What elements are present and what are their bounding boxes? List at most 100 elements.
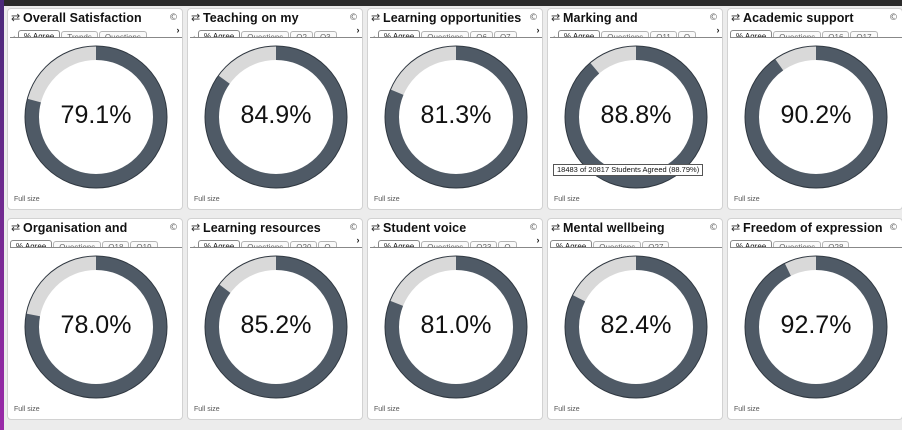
copyright-icon: ©: [529, 223, 538, 233]
tab-q18[interactable]: Q18: [102, 241, 130, 247]
tab-bar: ‹% Agree Questions Q23 Q ›: [370, 235, 542, 248]
card-title: Freedom of expression: [743, 221, 883, 235]
donut-chart[interactable]: [384, 45, 528, 189]
tab-q20[interactable]: Q20: [290, 241, 318, 247]
tab-q27[interactable]: Q27: [642, 241, 670, 247]
full-size-link[interactable]: Full size: [554, 196, 580, 203]
chevron-left-icon[interactable]: ‹: [192, 242, 196, 248]
tab-trends[interactable]: Trends: [61, 31, 98, 37]
donut-chart[interactable]: [384, 255, 528, 399]
card-title: Overall Satisfaction: [23, 11, 142, 25]
chevron-right-icon[interactable]: ›: [714, 25, 722, 36]
chevron-left-icon[interactable]: ‹: [12, 32, 16, 38]
chevron-left-icon[interactable]: ‹: [372, 242, 376, 248]
tab-questions[interactable]: Questions: [241, 31, 290, 37]
donut-chart[interactable]: [204, 45, 348, 189]
chevron-right-icon[interactable]: ›: [534, 235, 542, 246]
tab-agree[interactable]: % Agree: [198, 240, 241, 247]
refresh-icon[interactable]: ⇄: [551, 11, 561, 24]
card-header: ⇄ Learning opportunities ©: [368, 11, 542, 25]
donut-agree-segment[interactable]: [205, 46, 347, 188]
tab-q2[interactable]: Q2: [290, 31, 313, 37]
refresh-icon[interactable]: ⇄: [371, 221, 381, 234]
refresh-icon[interactable]: ⇄: [731, 221, 741, 234]
donut-chart[interactable]: [24, 255, 168, 399]
chevron-right-icon[interactable]: ›: [534, 25, 542, 36]
tab-questions[interactable]: Questions: [421, 31, 470, 37]
card-title: Teaching on my: [203, 11, 299, 25]
donut-agree-segment[interactable]: [385, 46, 527, 188]
tab-q7[interactable]: Q7: [493, 31, 517, 37]
tab-bar: ‹% Agree Trends Questions ›: [10, 25, 182, 38]
tab-agree[interactable]: % Agree: [10, 240, 53, 247]
donut-outline: [204, 45, 348, 189]
tab-q28[interactable]: Q28: [822, 241, 850, 247]
tab-agree[interactable]: % Agree: [550, 240, 593, 247]
refresh-icon[interactable]: ⇄: [191, 221, 201, 234]
tab-questions[interactable]: Questions: [601, 31, 650, 37]
tab-agree[interactable]: % Agree: [730, 240, 773, 247]
donut-outline: [744, 255, 888, 399]
refresh-icon[interactable]: ⇄: [551, 221, 561, 234]
chevron-left-icon[interactable]: ‹: [552, 32, 556, 38]
tab-q17[interactable]: Q17: [850, 31, 878, 37]
chevron-right-icon[interactable]: ›: [354, 235, 362, 246]
tab-q[interactable]: Q: [677, 31, 697, 37]
tab-agree[interactable]: % Agree: [18, 30, 61, 37]
chevron-right-icon[interactable]: ›: [174, 25, 182, 36]
tab-agree[interactable]: % Agree: [198, 30, 241, 37]
full-size-link[interactable]: Full size: [374, 406, 400, 413]
donut-agree-segment[interactable]: [205, 256, 347, 398]
tab-questions[interactable]: Questions: [593, 241, 642, 247]
refresh-icon[interactable]: ⇄: [191, 11, 201, 24]
tab-questions[interactable]: Questions: [53, 241, 102, 247]
donut-agree-segment[interactable]: [565, 256, 707, 398]
donut-chart[interactable]: [744, 45, 888, 189]
full-size-link[interactable]: Full size: [554, 406, 580, 413]
donut-outline: [24, 255, 168, 399]
full-size-link[interactable]: Full size: [194, 196, 220, 203]
full-size-link[interactable]: Full size: [734, 406, 760, 413]
donut-chart[interactable]: [564, 45, 708, 189]
tab-questions[interactable]: Questions: [773, 241, 822, 247]
full-size-link[interactable]: Full size: [14, 406, 40, 413]
tab-q6[interactable]: Q6: [470, 31, 493, 37]
donut-agree-segment[interactable]: [25, 46, 167, 188]
donut-chart[interactable]: [744, 255, 888, 399]
tab-q3[interactable]: Q3: [313, 31, 337, 37]
full-size-link[interactable]: Full size: [734, 196, 760, 203]
donut-chart[interactable]: [24, 45, 168, 189]
refresh-icon[interactable]: ⇄: [11, 221, 21, 234]
chevron-left-icon[interactable]: ‹: [372, 32, 376, 38]
tab-agree[interactable]: % Agree: [378, 30, 421, 37]
tab-questions[interactable]: Questions: [98, 31, 147, 37]
donut-agree-segment[interactable]: [745, 256, 887, 398]
chevron-left-icon[interactable]: ‹: [192, 32, 196, 38]
donut-chart[interactable]: [564, 255, 708, 399]
chevron-right-icon[interactable]: ›: [354, 25, 362, 36]
tab-questions[interactable]: Questions: [421, 241, 470, 247]
tab-agree[interactable]: % Agree: [558, 30, 601, 37]
donut-chart[interactable]: [204, 255, 348, 399]
survey-card: ⇄ Freedom of expression © % Agree Questions Q…: [727, 218, 902, 420]
refresh-icon[interactable]: ⇄: [371, 11, 381, 24]
full-size-link[interactable]: Full size: [194, 406, 220, 413]
refresh-icon[interactable]: ⇄: [11, 11, 21, 24]
full-size-link[interactable]: Full size: [374, 196, 400, 203]
donut-agree-segment[interactable]: [565, 46, 707, 188]
donut-agree-segment[interactable]: [25, 256, 167, 398]
full-size-link[interactable]: Full size: [14, 196, 40, 203]
tab-q16[interactable]: Q16: [822, 31, 850, 37]
tab-q19[interactable]: Q19: [130, 241, 158, 247]
tab-q[interactable]: Q: [318, 241, 337, 247]
tab-questions[interactable]: Questions: [241, 241, 290, 247]
tab-agree[interactable]: % Agree: [730, 30, 773, 37]
donut-agree-segment[interactable]: [385, 256, 527, 398]
tab-q[interactable]: Q: [498, 241, 517, 247]
tab-q23[interactable]: Q23: [470, 241, 498, 247]
tab-q11[interactable]: Q11: [650, 31, 677, 37]
tab-questions[interactable]: Questions: [773, 31, 822, 37]
donut-agree-segment[interactable]: [745, 46, 887, 188]
tab-agree[interactable]: % Agree: [378, 240, 421, 247]
refresh-icon[interactable]: ⇄: [731, 11, 741, 24]
